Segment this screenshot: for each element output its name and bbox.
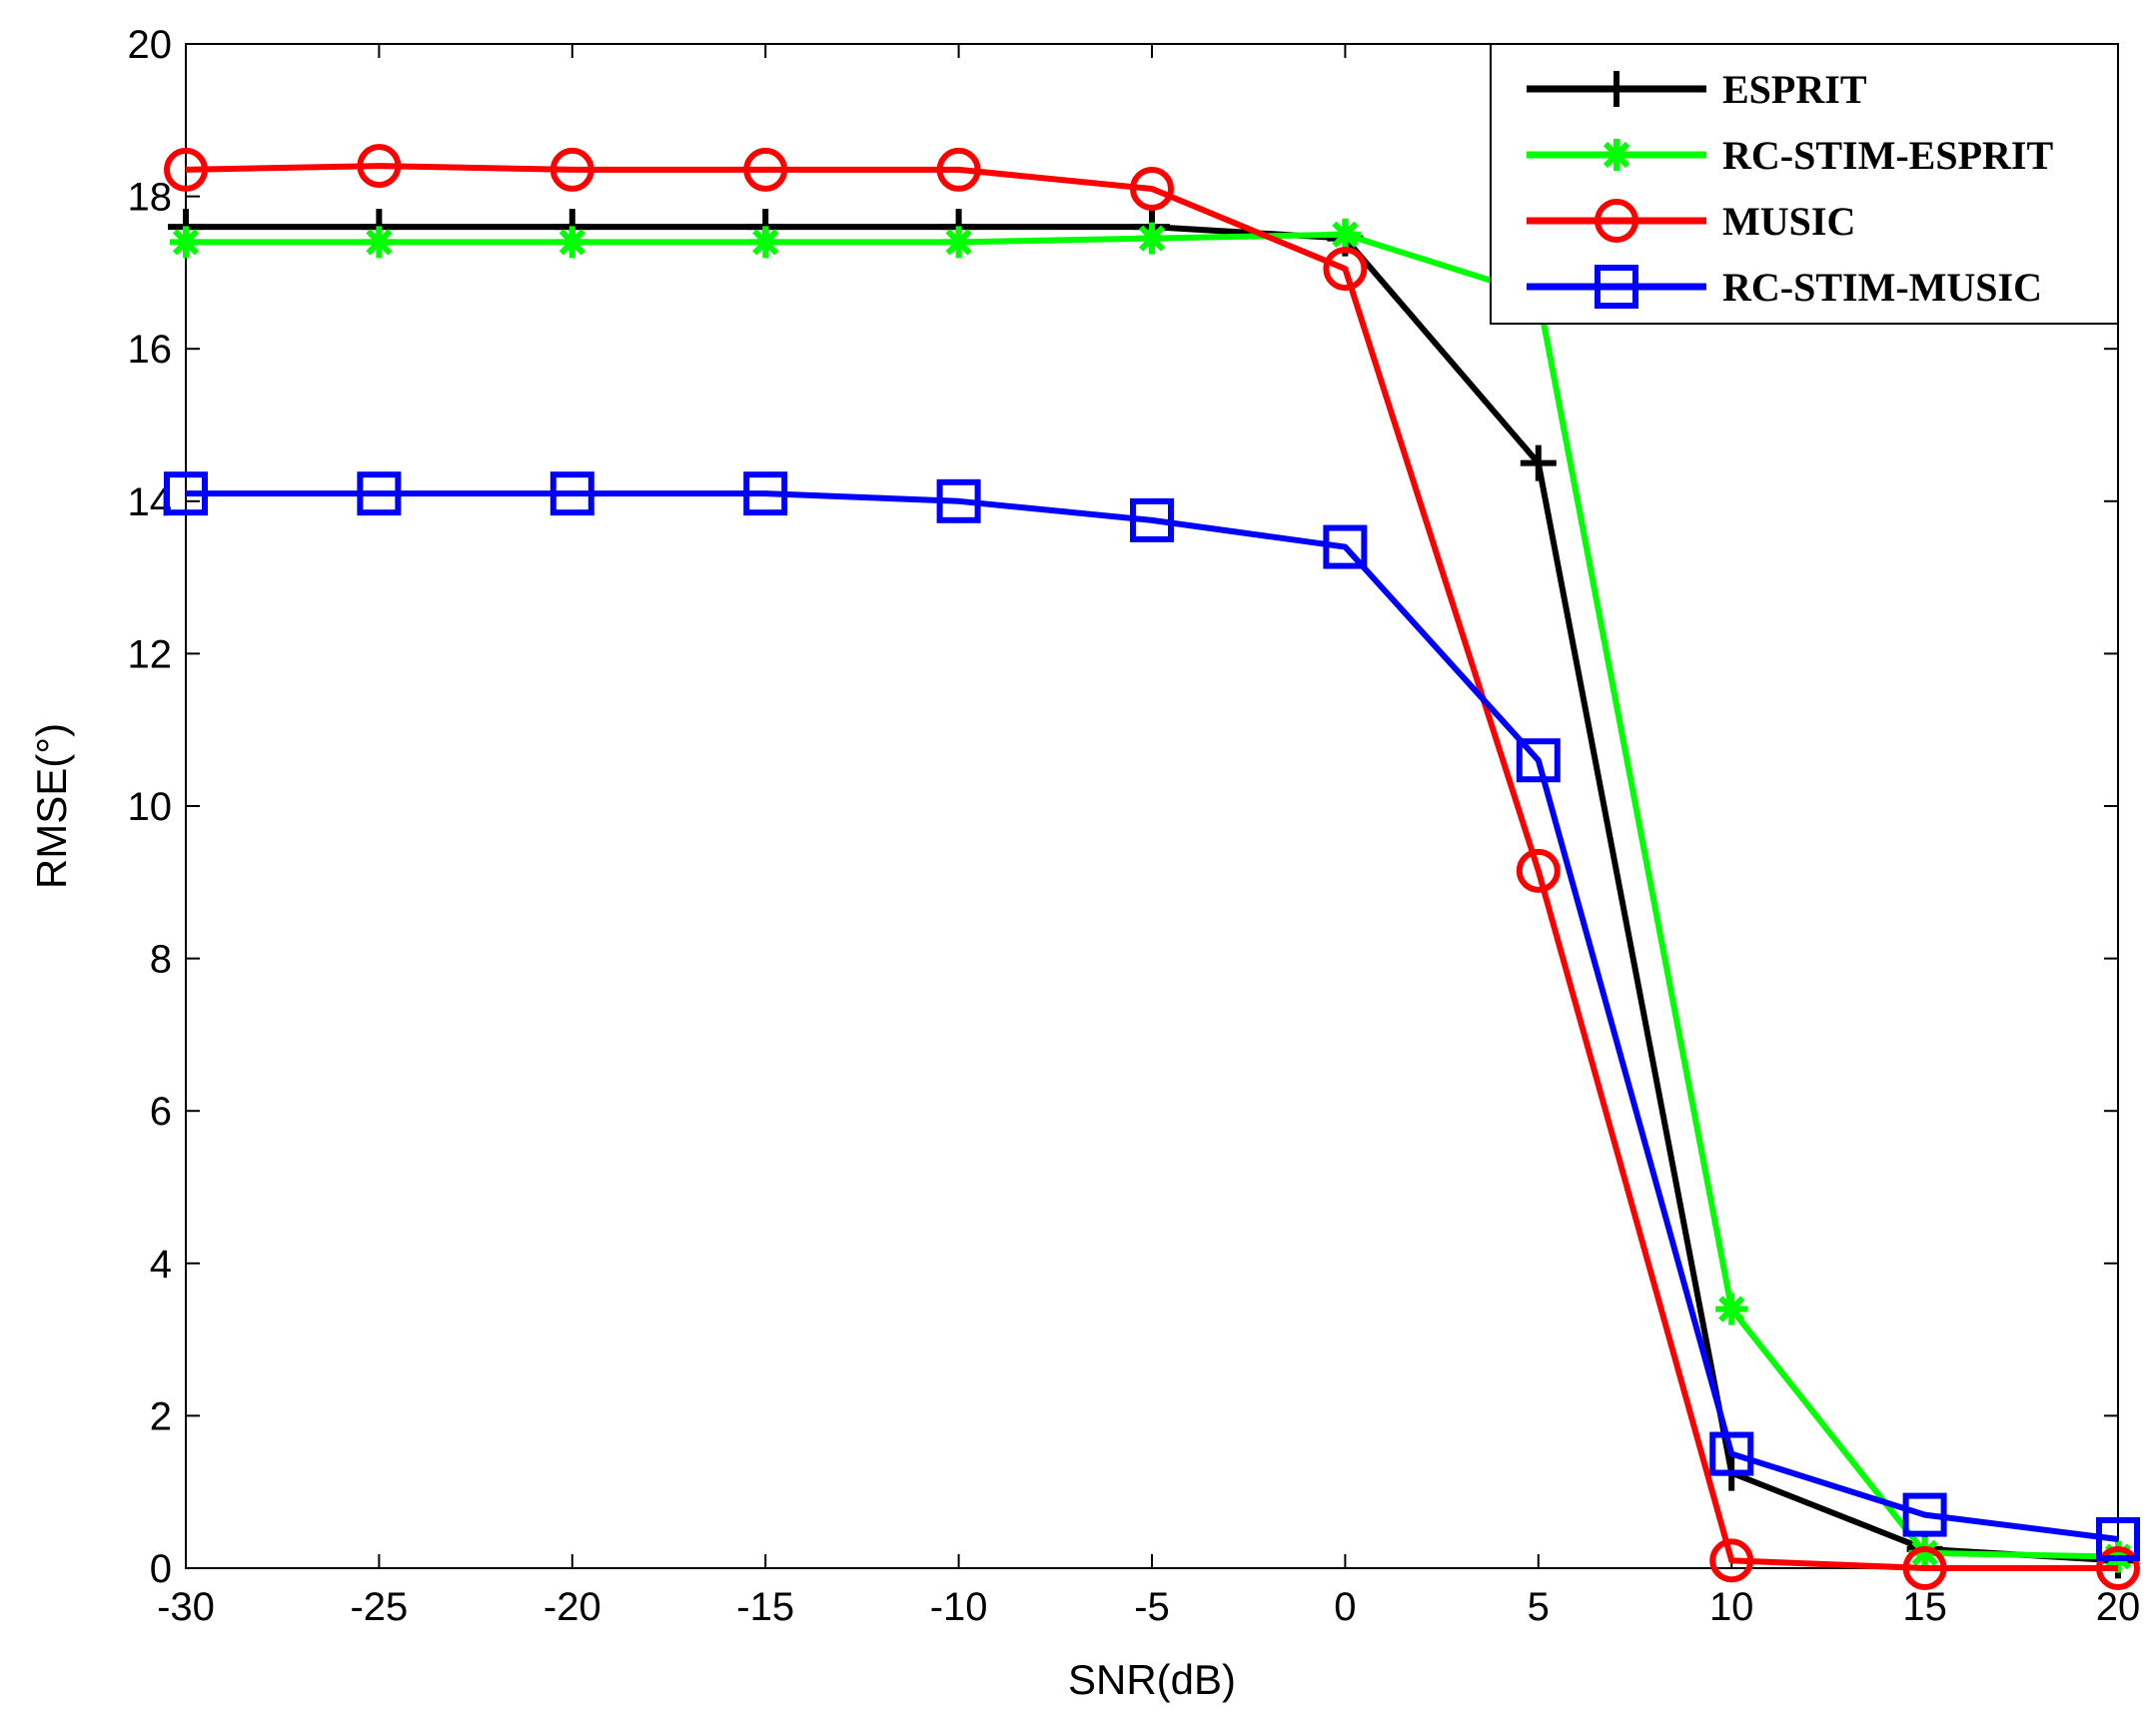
data-point-rc-stim-esprit [555, 226, 588, 259]
data-point-rc-stim-music [2096, 1517, 2140, 1562]
y-tick-label: 4 [150, 1243, 172, 1286]
x-tick-label: -15 [736, 1585, 794, 1629]
data-point-music [1902, 1546, 1947, 1590]
series-rc-stim-esprit [170, 218, 2134, 1573]
data-point-rc-stim-esprit [363, 226, 396, 259]
data-point-rc-stim-music [549, 471, 594, 516]
legend-marker-music [1595, 199, 1638, 243]
legend-label-rc-stim-music: RC-STIM-MUSIC [1722, 265, 2042, 310]
data-point-music [164, 147, 208, 192]
series-rc-stim-music [164, 471, 2140, 1562]
data-point-rc-stim-esprit [749, 226, 782, 259]
data-point-rc-stim-music [1709, 1431, 1754, 1476]
legend-label-rc-stim-esprit: RC-STIM-ESPRIT [1722, 133, 2053, 178]
data-point-music [1323, 247, 1368, 292]
legend-marker-esprit [1599, 71, 1634, 107]
y-tick-label: 12 [128, 632, 173, 676]
data-point-rc-stim-esprit-d2 [945, 229, 972, 256]
legend-item-esprit: ESPRIT [1527, 67, 1867, 112]
data-point-rc-stim-esprit-d2 [1332, 221, 1359, 248]
x-tick-label: -30 [157, 1585, 215, 1629]
data-point-rc-stim-esprit-d2 [1911, 1539, 1938, 1566]
data-point-rc-stim-music [743, 471, 788, 516]
data-point-rc-stim-esprit [170, 226, 202, 259]
data-point-music [1709, 1538, 1754, 1583]
legend-marker-rc-stim-music [1595, 265, 1638, 309]
data-point-music [2096, 1546, 2140, 1590]
series-music [164, 144, 2140, 1590]
x-tick-label: -10 [930, 1585, 988, 1629]
data-point-esprit [1520, 444, 1557, 481]
data-point-rc-stim-music [357, 471, 402, 516]
legend-item-rc-stim-esprit: RC-STIM-ESPRIT [1527, 133, 2053, 178]
y-tick-label: 2 [150, 1394, 172, 1438]
series-line-rc-stim-music [186, 490, 2119, 1542]
data-point-rc-stim-esprit [942, 226, 975, 259]
data-point-rc-stim-esprit [1715, 1292, 1748, 1325]
data-point-music [743, 147, 788, 192]
y-axis-label: RMSE(°) [28, 723, 75, 889]
series-line-music [185, 163, 2118, 1571]
y-tick-label: 6 [150, 1090, 172, 1134]
data-point-rc-stim-esprit-d2 [172, 229, 200, 256]
x-tick-label: -25 [350, 1585, 408, 1629]
data-point-rc-stim-esprit-d2 [1718, 1295, 1745, 1322]
data-point-music [549, 147, 594, 192]
x-axis: -30 -25 -20 -15 -10 -5 0 5 10 15 20 [157, 44, 2140, 1629]
legend-marker-rc-stim-esprit-d2 [1603, 141, 1630, 169]
x-tick-label: 0 [1334, 1585, 1356, 1629]
data-point-rc-stim-music [1323, 524, 1368, 569]
data-point-rc-stim-esprit-d2 [1138, 225, 1166, 252]
legend-item-rc-stim-music: RC-STIM-MUSIC [1527, 265, 2042, 310]
legend-item-music: MUSIC [1527, 199, 1855, 244]
data-point-rc-stim-esprit [1136, 222, 1168, 255]
y-tick-label: 10 [128, 785, 173, 829]
x-tick-label: 10 [1709, 1585, 1754, 1629]
data-point-music [1130, 166, 1174, 211]
data-point-rc-stim-music [1902, 1492, 1947, 1537]
y-tick-label: 16 [128, 328, 173, 372]
data-point-rc-stim-esprit [1329, 218, 1362, 251]
x-axis-label: SNR(dB) [1068, 1656, 1236, 1703]
data-point-rc-stim-esprit-d2 [752, 229, 779, 256]
data-point-rc-stim-esprit-d2 [558, 229, 585, 256]
y-tick-label: 18 [128, 176, 173, 220]
data-point-rc-stim-esprit-d2 [366, 229, 393, 256]
data-point-music [357, 144, 402, 189]
data-point-music [936, 147, 981, 192]
legend-label-esprit: ESPRIT [1722, 67, 1867, 112]
y-tick-label: 0 [150, 1547, 172, 1591]
data-point-rc-stim-music [164, 471, 208, 516]
data-point-music [1516, 848, 1561, 893]
y-tick-label: 20 [128, 23, 173, 67]
y-tick-label: 8 [150, 938, 172, 982]
legend-label-music: MUSIC [1722, 199, 1855, 244]
legend: ESPRIT RC-STIM-ESPRIT MUSIC RC-STIM-MUSIC [1490, 43, 2119, 325]
x-tick-label: -5 [1134, 1585, 1170, 1629]
data-point-rc-stim-music [1516, 738, 1561, 783]
x-tick-label: -20 [543, 1585, 601, 1629]
legend-marker-rc-stim-esprit [1601, 139, 1632, 171]
series-layer [164, 144, 2140, 1590]
x-tick-label: 15 [1902, 1585, 1947, 1629]
x-tick-label: 5 [1528, 1585, 1550, 1629]
data-point-rc-stim-music [1130, 497, 1174, 542]
x-tick-label: 20 [2096, 1585, 2141, 1629]
data-point-rc-stim-music [936, 478, 981, 523]
